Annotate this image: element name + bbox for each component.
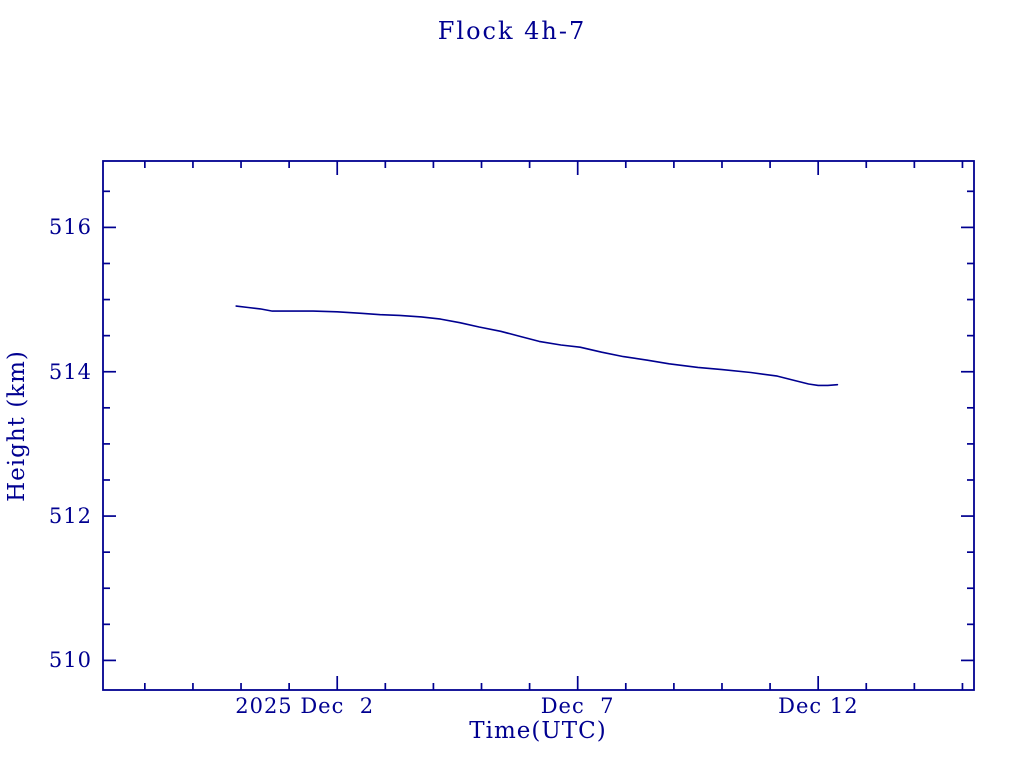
y-tick-label: 510 — [48, 648, 92, 673]
x-tick-label-date: Dec 2 — [300, 694, 375, 718]
y-axis-label: Height (km) — [4, 350, 30, 502]
y-tick-label: 514 — [48, 359, 92, 384]
x-tick-label-date: Dec 7 — [540, 694, 615, 718]
y-tick-label: 512 — [48, 504, 92, 529]
x-tick-label: Dec 7 — [541, 694, 615, 718]
x-tick-label: 2025 Dec 2 — [235, 694, 374, 718]
plot-frame — [102, 160, 975, 691]
y-tick-label: 516 — [48, 215, 92, 240]
x-axis-label: Time(UTC) — [469, 718, 607, 744]
chart-title: Flock 4h-7 — [437, 17, 587, 45]
x-tick-label-year-prefix: 2025 — [235, 694, 301, 718]
x-tick-label: Dec 12 — [778, 694, 858, 718]
x-tick-label-date: Dec 12 — [778, 694, 859, 718]
height-series-line — [235, 305, 839, 387]
